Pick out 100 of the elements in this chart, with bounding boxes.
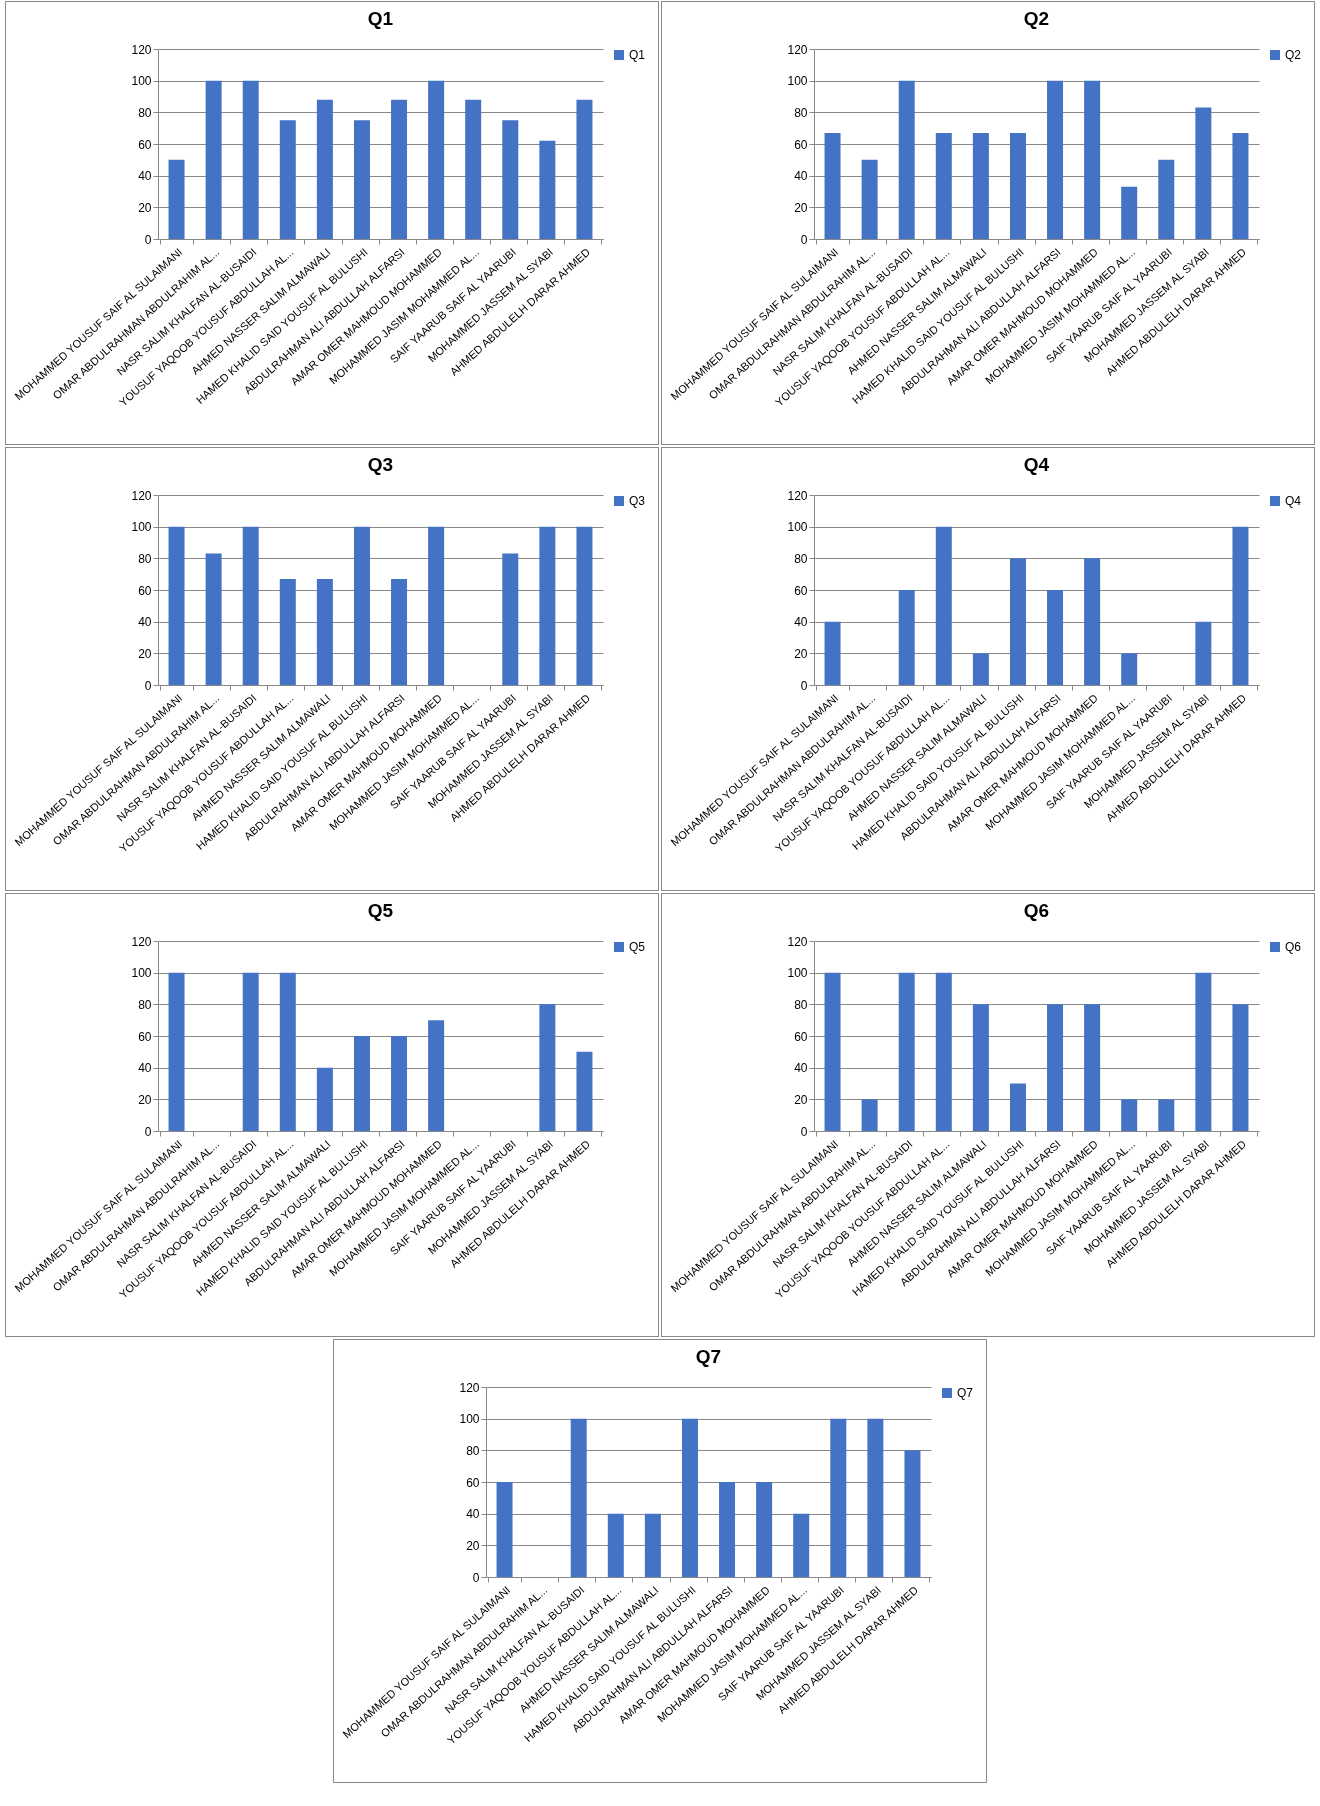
bar — [1009, 132, 1026, 239]
legend-label: Q4 — [1285, 494, 1302, 508]
bar — [644, 1513, 661, 1577]
y-tick-label: 20 — [466, 1538, 480, 1553]
bar — [391, 578, 408, 685]
bar — [428, 526, 445, 685]
bar — [576, 99, 593, 239]
legend-label: Q6 — [1285, 940, 1302, 954]
bar — [972, 1004, 989, 1131]
bar — [867, 1418, 884, 1577]
y-tick-label: 120 — [131, 488, 152, 503]
y-tick-label: 100 — [787, 966, 808, 981]
bar — [242, 526, 259, 685]
bar — [935, 132, 952, 239]
y-tick-label: 120 — [459, 1380, 480, 1395]
bar — [681, 1418, 698, 1577]
bar — [1084, 80, 1101, 239]
bar — [972, 653, 989, 685]
y-tick-label: 40 — [794, 169, 808, 184]
bar — [1232, 1004, 1249, 1131]
bar — [824, 621, 841, 685]
y-tick-label: 60 — [138, 1029, 152, 1044]
y-tick-label: 80 — [138, 551, 152, 566]
bar — [353, 526, 370, 685]
chart-title: Q2 — [1023, 8, 1050, 29]
bar — [824, 972, 841, 1131]
bar — [242, 80, 259, 239]
y-tick-label: 0 — [800, 678, 808, 693]
y-tick-label: 20 — [794, 200, 808, 215]
bar — [316, 99, 333, 239]
y-tick-label: 100 — [131, 520, 152, 535]
bar — [935, 526, 952, 685]
legend-label: Q7 — [957, 1386, 974, 1400]
y-tick-label: 100 — [787, 520, 808, 535]
bar — [756, 1482, 773, 1577]
y-tick-label: 60 — [794, 583, 808, 598]
bar — [1158, 1099, 1175, 1131]
bar — [576, 1051, 593, 1131]
y-tick-label: 120 — [787, 42, 808, 57]
bar — [391, 1036, 408, 1131]
bar — [1232, 132, 1249, 239]
y-tick-label: 100 — [131, 966, 152, 981]
y-tick-label: 60 — [794, 1029, 808, 1044]
bar — [570, 1418, 587, 1577]
bar — [539, 1004, 556, 1131]
bar — [1009, 1083, 1026, 1131]
bar — [391, 99, 408, 239]
bar — [1158, 159, 1175, 239]
bar — [496, 1482, 513, 1577]
y-tick-label: 0 — [144, 232, 152, 247]
chart-title: Q6 — [1023, 900, 1050, 921]
y-tick-label: 20 — [794, 1092, 808, 1107]
y-tick-label: 120 — [787, 934, 808, 949]
bar — [1121, 186, 1138, 239]
y-tick-label: 120 — [787, 488, 808, 503]
bar — [904, 1450, 921, 1577]
bar — [607, 1513, 624, 1577]
y-tick-label: 20 — [138, 1092, 152, 1107]
bar — [353, 120, 370, 239]
y-tick-label: 0 — [800, 232, 808, 247]
bar — [861, 159, 878, 239]
bar — [205, 553, 222, 685]
bar — [205, 80, 222, 239]
legend-label: Q5 — [629, 940, 646, 954]
bar — [1121, 1099, 1138, 1131]
bar — [168, 526, 185, 685]
y-tick-label: 20 — [138, 200, 152, 215]
bar — [861, 1099, 878, 1131]
bar — [279, 972, 296, 1131]
bar — [168, 159, 185, 239]
y-tick-label: 80 — [794, 551, 808, 566]
bar — [824, 132, 841, 239]
bar — [898, 972, 915, 1131]
y-tick-label: 60 — [466, 1475, 480, 1490]
bar — [1047, 80, 1064, 239]
bar — [1084, 558, 1101, 685]
bar — [353, 1036, 370, 1131]
chart-title: Q7 — [695, 1346, 722, 1367]
bar — [279, 578, 296, 685]
y-tick-label: 60 — [794, 137, 808, 152]
chart-title: Q1 — [367, 8, 394, 29]
y-tick-label: 0 — [144, 1124, 152, 1139]
legend-label: Q1 — [629, 48, 646, 62]
bar — [539, 526, 556, 685]
bar — [279, 120, 296, 239]
bar — [1009, 558, 1026, 685]
bar — [1047, 590, 1064, 685]
y-tick-label: 60 — [138, 583, 152, 598]
bar — [898, 590, 915, 685]
y-tick-label: 80 — [794, 997, 808, 1012]
bar — [168, 972, 185, 1131]
bar — [1195, 107, 1212, 239]
bar — [242, 972, 259, 1131]
y-tick-label: 60 — [138, 137, 152, 152]
legend-label: Q3 — [629, 494, 646, 508]
bar — [830, 1418, 847, 1577]
bar — [793, 1513, 810, 1577]
y-tick-label: 80 — [138, 105, 152, 120]
y-tick-label: 20 — [138, 646, 152, 661]
y-tick-label: 40 — [138, 169, 152, 184]
